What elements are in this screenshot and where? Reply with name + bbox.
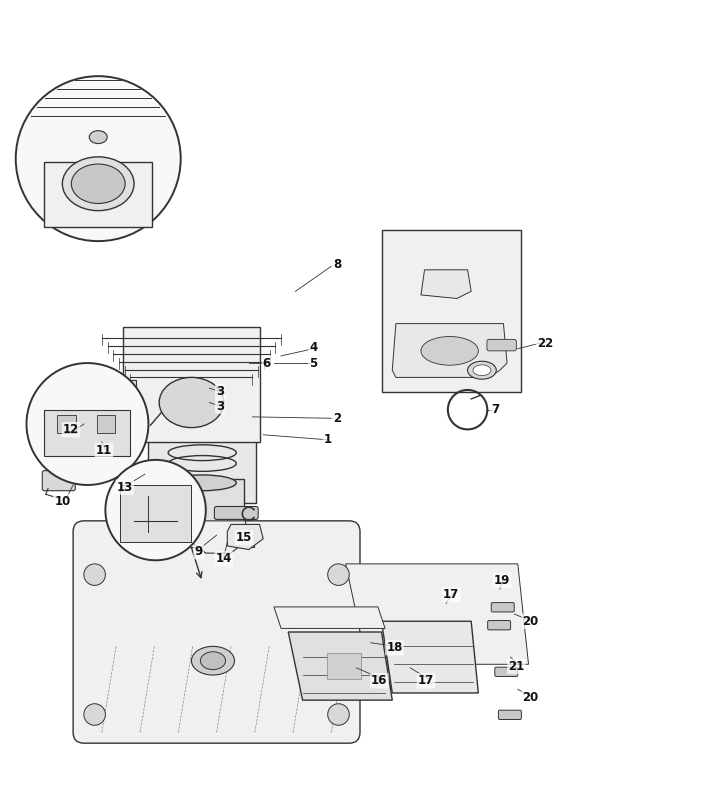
Text: 3: 3 [216,386,224,398]
Ellipse shape [473,365,491,376]
FancyBboxPatch shape [148,439,256,503]
Text: 10: 10 [54,495,71,508]
Text: 11: 11 [96,444,112,457]
FancyBboxPatch shape [120,485,192,543]
FancyBboxPatch shape [123,327,260,442]
FancyBboxPatch shape [45,163,152,227]
Text: 19: 19 [494,574,510,587]
Ellipse shape [177,534,228,543]
FancyBboxPatch shape [46,400,100,440]
Text: 15: 15 [235,530,252,544]
Text: 8: 8 [333,258,341,271]
FancyBboxPatch shape [491,603,514,612]
Circle shape [27,363,148,485]
Ellipse shape [467,361,496,379]
Text: 22: 22 [537,337,553,350]
FancyBboxPatch shape [215,506,258,519]
Text: 13: 13 [117,481,133,493]
FancyBboxPatch shape [327,653,361,679]
Polygon shape [346,564,528,664]
Text: 21: 21 [508,660,524,673]
Circle shape [105,460,206,560]
Polygon shape [392,324,507,378]
Text: 17: 17 [443,588,459,601]
Text: 2: 2 [333,412,341,425]
Circle shape [328,704,349,725]
Polygon shape [228,524,264,550]
FancyBboxPatch shape [107,379,135,404]
FancyBboxPatch shape [161,479,244,534]
FancyBboxPatch shape [487,340,516,351]
Text: 1: 1 [324,433,332,446]
FancyBboxPatch shape [487,621,510,630]
FancyBboxPatch shape [42,471,76,491]
Ellipse shape [71,164,125,204]
Text: 7: 7 [491,403,499,416]
Ellipse shape [89,130,107,143]
Text: 16: 16 [372,675,387,687]
Ellipse shape [421,336,478,365]
FancyBboxPatch shape [96,415,115,432]
Circle shape [84,564,105,585]
FancyBboxPatch shape [58,415,76,432]
FancyBboxPatch shape [495,667,518,676]
Text: 3: 3 [216,399,224,413]
Polygon shape [382,621,478,693]
Polygon shape [421,270,471,299]
FancyBboxPatch shape [382,230,521,392]
Text: 20: 20 [523,615,539,628]
Circle shape [84,704,105,725]
Circle shape [328,564,349,585]
Text: 17: 17 [418,675,434,687]
Polygon shape [192,521,249,553]
FancyBboxPatch shape [498,710,521,720]
Text: 14: 14 [215,552,232,565]
Circle shape [16,76,181,241]
Ellipse shape [192,646,235,675]
Polygon shape [274,607,385,629]
FancyBboxPatch shape [45,410,130,456]
Ellipse shape [63,157,134,211]
Text: 5: 5 [310,357,318,369]
FancyBboxPatch shape [73,521,360,743]
Text: 4: 4 [310,341,318,354]
Ellipse shape [159,378,224,427]
Text: 9: 9 [194,545,203,558]
FancyBboxPatch shape [150,529,254,547]
Text: 18: 18 [386,642,402,654]
Ellipse shape [168,475,236,491]
Text: 20: 20 [523,691,539,704]
Text: 12: 12 [63,423,79,436]
Ellipse shape [200,652,225,670]
Polygon shape [288,632,392,700]
Text: 6: 6 [263,357,271,369]
